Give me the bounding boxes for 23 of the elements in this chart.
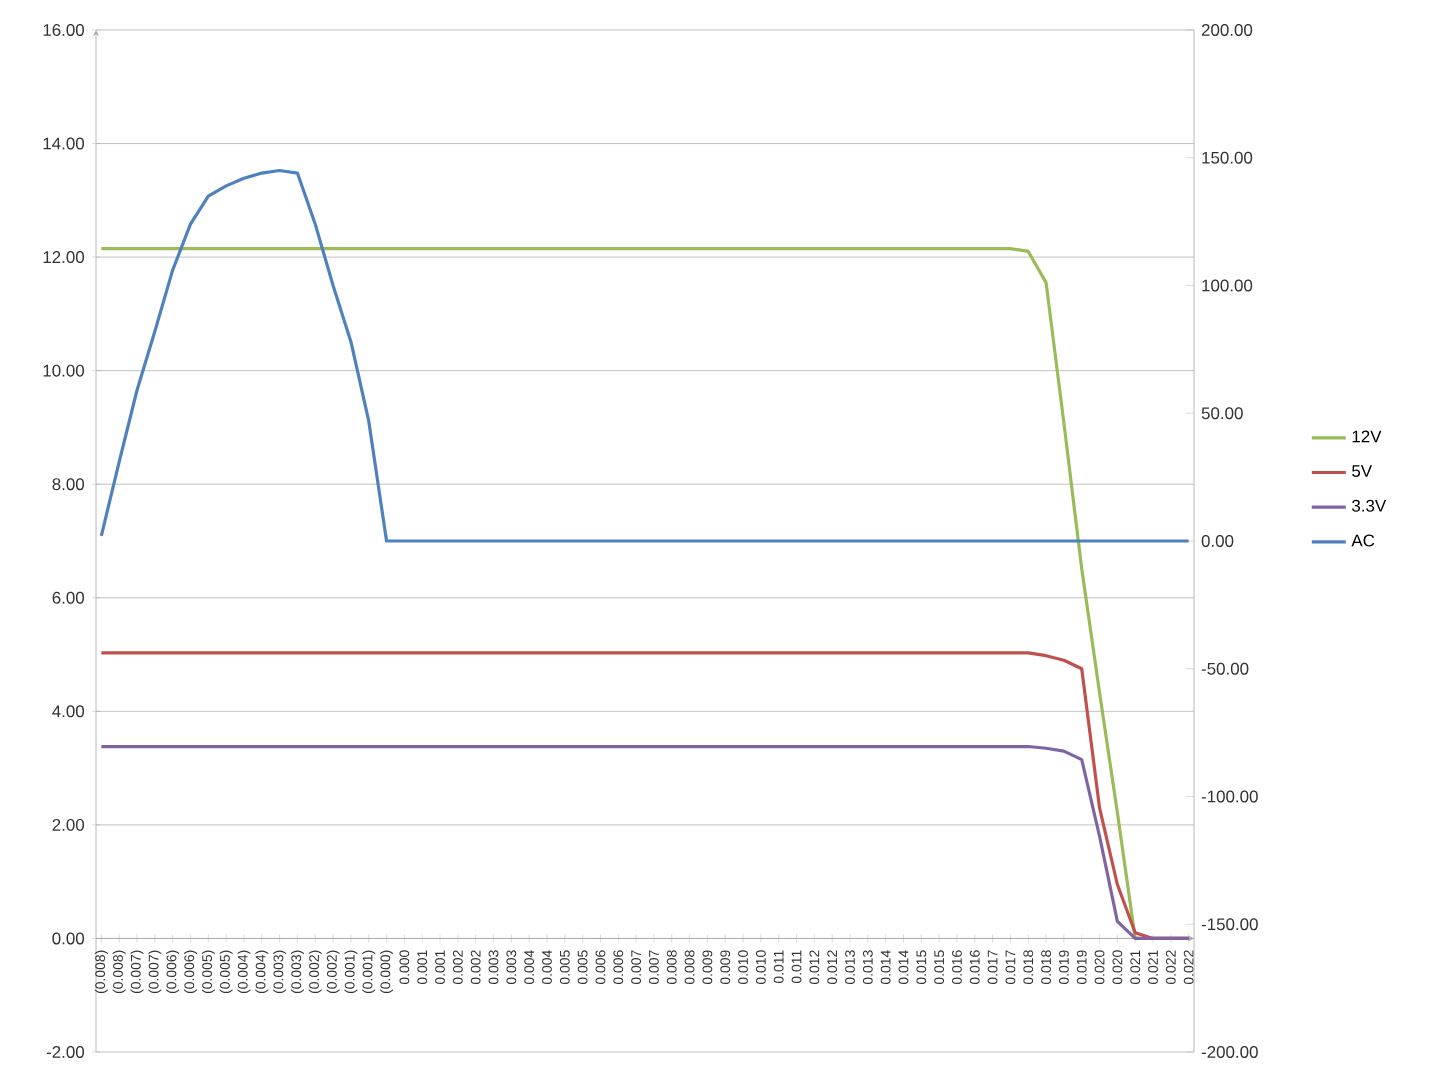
y2-tick-label: -100.00 (1201, 790, 1258, 803)
legend-label: AC (1351, 534, 1375, 547)
y2-tick-label: -50.00 (1201, 662, 1249, 675)
y2-tick-label: 0.00 (1201, 535, 1234, 547)
y2-tick-label: 150.00 (1202, 151, 1253, 164)
y2-tick-label: 50.00 (1201, 407, 1243, 420)
y-tick-label: -2.00 (46, 1046, 85, 1058)
y2-tick-label: -150.00 (1201, 918, 1258, 931)
y-tick-label: 12.00 (43, 251, 85, 264)
y-tick-label: 0.00 (52, 932, 85, 945)
y2-tick-label: -200.00 (1201, 1046, 1258, 1058)
legend-label: 12V (1352, 430, 1382, 443)
legend-label: 5V (1352, 465, 1373, 478)
y-tick-label: 14.00 (43, 137, 85, 150)
y-tick-label: 4.00 (52, 705, 85, 718)
y-tick-label: 8.00 (52, 478, 85, 491)
y-tick-label: 6.00 (52, 591, 85, 604)
y-tick-label: 2.00 (52, 818, 85, 831)
y2-tick-label: 100.00 (1202, 279, 1253, 292)
y-tick-label: 16.00 (43, 24, 85, 36)
legend-label: 3.3V (1352, 499, 1387, 512)
y-tick-label: 10.00 (43, 364, 85, 377)
y2-tick-label: 200.00 (1201, 24, 1253, 36)
